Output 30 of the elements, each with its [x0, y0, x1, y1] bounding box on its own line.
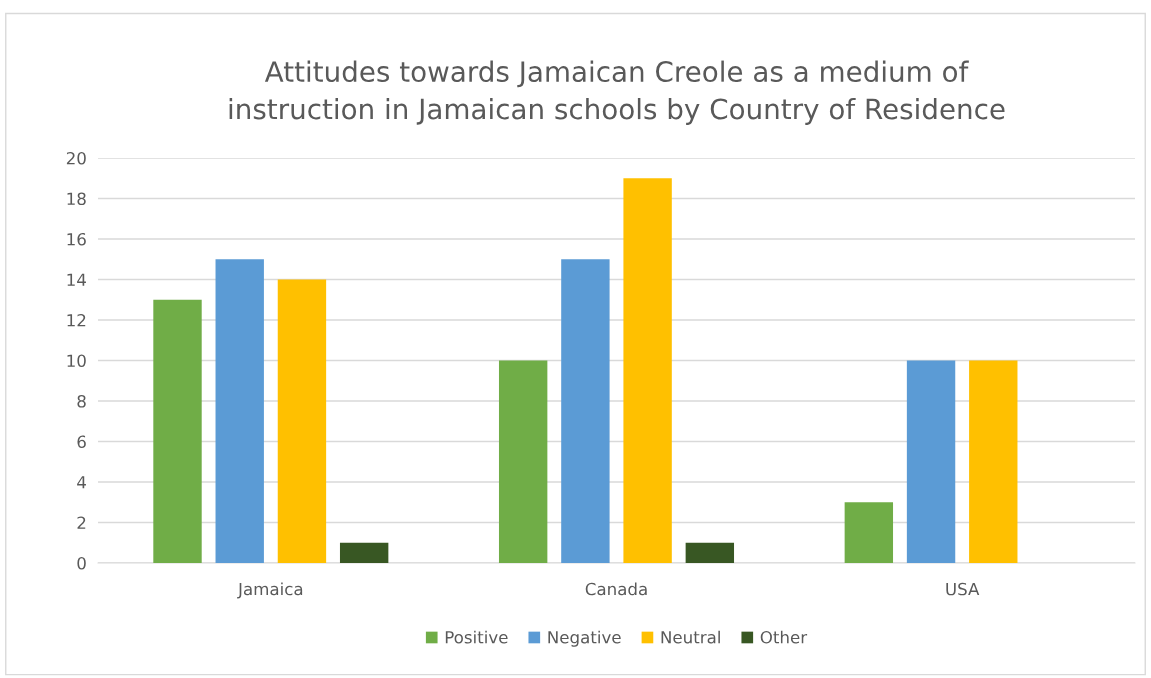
x-tick-label: Jamaica: [237, 582, 303, 599]
bar: [844, 502, 894, 563]
chart-title: Attitudes towards Jamaican Creole as a medium of instruction in Jamaican schools by Country of Residence: [229, 60, 1005, 125]
legend-label: Negative: [548, 630, 621, 647]
legend-label: Neutral: [661, 630, 720, 644]
bar: [685, 542, 735, 563]
x-tick-label: Canada: [585, 582, 647, 596]
bar: [277, 279, 327, 563]
bar: [561, 259, 610, 563]
legend-label: Other: [760, 630, 808, 644]
bar: [215, 259, 264, 563]
bar: [339, 542, 389, 563]
y-tick-label: 16: [67, 232, 86, 246]
y-tick-label: 0: [77, 556, 86, 570]
y-tick-label: 10: [67, 354, 86, 368]
y-tick-label: 18: [67, 192, 86, 206]
y-tick-label: 6: [77, 435, 86, 449]
legend-label: Positive: [445, 630, 508, 644]
y-tick-label: 2: [77, 516, 86, 529]
bar: [906, 360, 956, 563]
bar: [498, 360, 548, 563]
y-tick-label: 8: [77, 394, 86, 408]
y-tick-label: 14: [67, 273, 86, 286]
y-tick-label: 20: [66, 151, 86, 165]
x-tick-label: USA: [946, 582, 980, 596]
y-tick-label: 4: [77, 476, 86, 489]
bar: [969, 360, 1018, 563]
bar: [623, 178, 672, 563]
bar: [153, 299, 202, 563]
y-tick-label: 12: [67, 313, 86, 327]
